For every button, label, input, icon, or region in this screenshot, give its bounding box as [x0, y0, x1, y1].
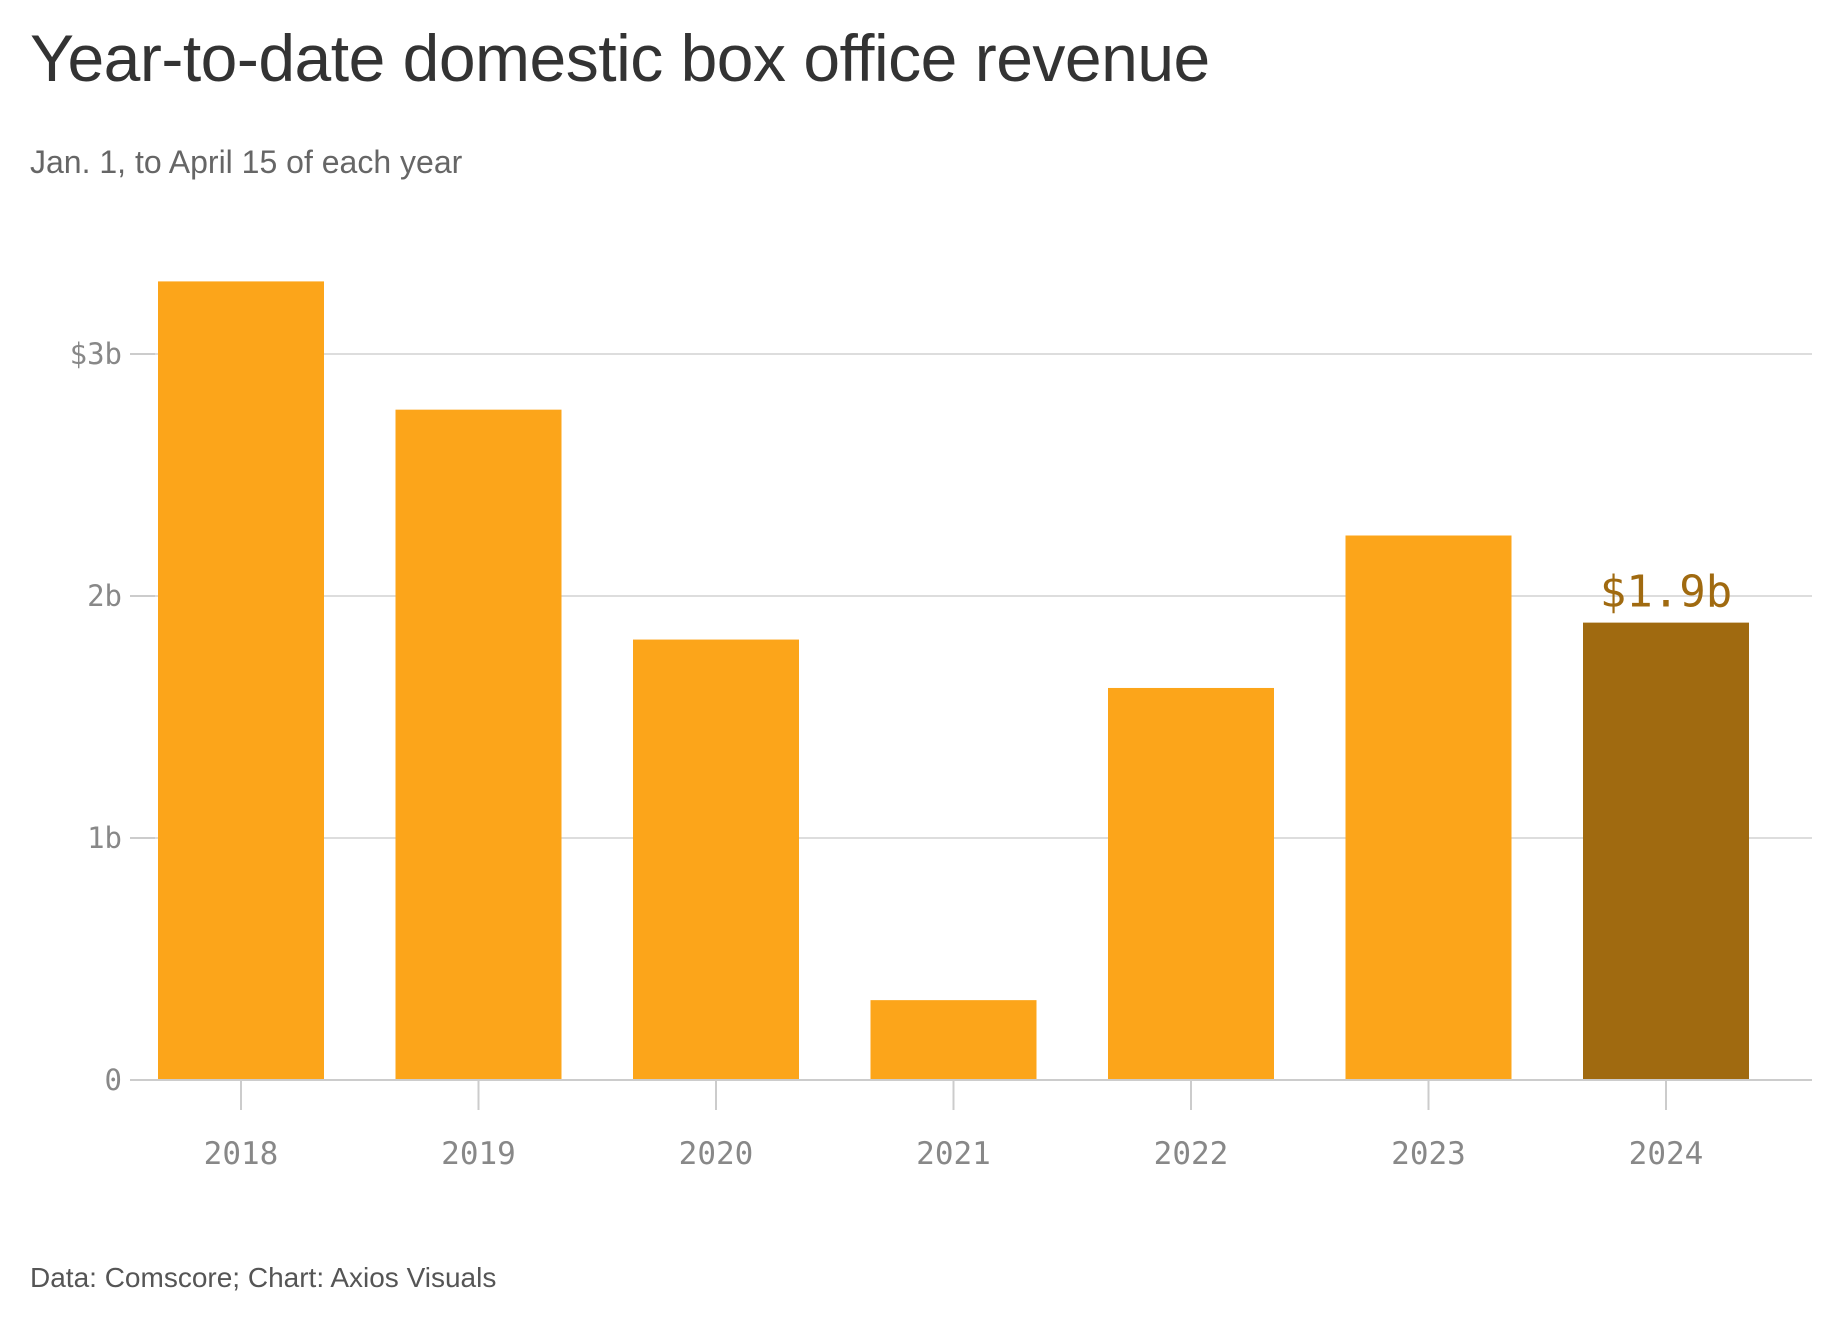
bars [158, 281, 1749, 1080]
labels: 0 1b 2b $3b 2018 2019 2020 2021 2022 2023 2024 $1.9… [70, 337, 1733, 1172]
x-tick-label: 2023 [1391, 1136, 1466, 1172]
x-tick-label: 2019 [441, 1136, 516, 1172]
bar-2019 [395, 409, 562, 1080]
y-tick-label: $3b [70, 337, 122, 371]
gridlines [130, 353, 1812, 1081]
bar-2022 [1108, 687, 1274, 1080]
chart-subtitle: Jan. 1, to April 15 of each year [30, 144, 463, 180]
x-tick-label: 2024 [1629, 1136, 1704, 1172]
bar-2024 [1583, 622, 1749, 1080]
x-axis [130, 1079, 1812, 1110]
x-tick-label: 2020 [679, 1136, 754, 1172]
chart-title: Year-to-date domestic box office revenue [30, 21, 1210, 95]
data-label-2024: $1.9b [1600, 567, 1732, 618]
x-tick-label: 2018 [204, 1136, 279, 1172]
x-tick-label: 2022 [1154, 1136, 1229, 1172]
y-tick-label: 1b [87, 821, 122, 855]
x-tick-label: 2021 [916, 1136, 991, 1172]
y-tick-label: 0 [105, 1063, 122, 1097]
bar-2018 [158, 281, 324, 1080]
source-note: Data: Comscore; Chart: Axios Visuals [30, 1262, 497, 1293]
y-tick-label: 2b [87, 579, 122, 613]
bar-2021 [870, 1000, 1037, 1080]
bar-2023 [1345, 535, 1512, 1080]
bar-2020 [633, 639, 799, 1080]
